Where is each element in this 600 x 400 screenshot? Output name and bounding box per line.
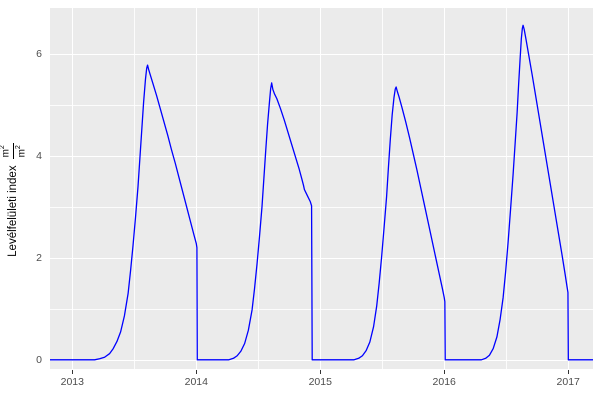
y-tick-label: 6 [36, 47, 42, 60]
plot-panel [50, 8, 593, 369]
y-tick-label: 0 [36, 353, 42, 366]
y-tick-label: 2 [36, 251, 42, 264]
y-tick-label: 4 [36, 149, 42, 162]
x-tick-mark [196, 370, 198, 374]
x-tick-mark [72, 370, 74, 374]
gridline-major-vertical [444, 8, 446, 369]
gridline-major-horizontal [50, 155, 593, 157]
x-tick-label: 2016 [432, 376, 456, 388]
x-tick-label: 2017 [556, 376, 580, 388]
x-tick-mark [320, 370, 322, 374]
gridline-major-vertical [320, 8, 322, 369]
gridline-major-vertical [72, 8, 74, 369]
x-tick-mark [444, 370, 446, 374]
gridline-major-horizontal [50, 53, 593, 55]
x-tick-label: 2015 [308, 376, 332, 388]
x-tick-label: 2014 [184, 376, 208, 388]
series-line-chart [50, 24, 593, 361]
gridline-major-vertical [196, 8, 198, 369]
series-path-levelfeluleti-index [50, 24, 593, 361]
gridline-major-horizontal [50, 257, 593, 259]
x-tick-label: 2013 [60, 376, 84, 388]
gridline-minor-horizontal [50, 206, 593, 208]
gridline-major-vertical [568, 8, 570, 369]
gridline-minor-vertical [258, 8, 259, 369]
gridline-minor-horizontal [50, 308, 593, 310]
gridline-minor-vertical [134, 8, 135, 369]
gridline-minor-vertical [382, 8, 383, 369]
gridline-minor-horizontal [50, 104, 593, 106]
gridline-minor-vertical [506, 8, 507, 369]
x-tick-mark [568, 370, 570, 374]
